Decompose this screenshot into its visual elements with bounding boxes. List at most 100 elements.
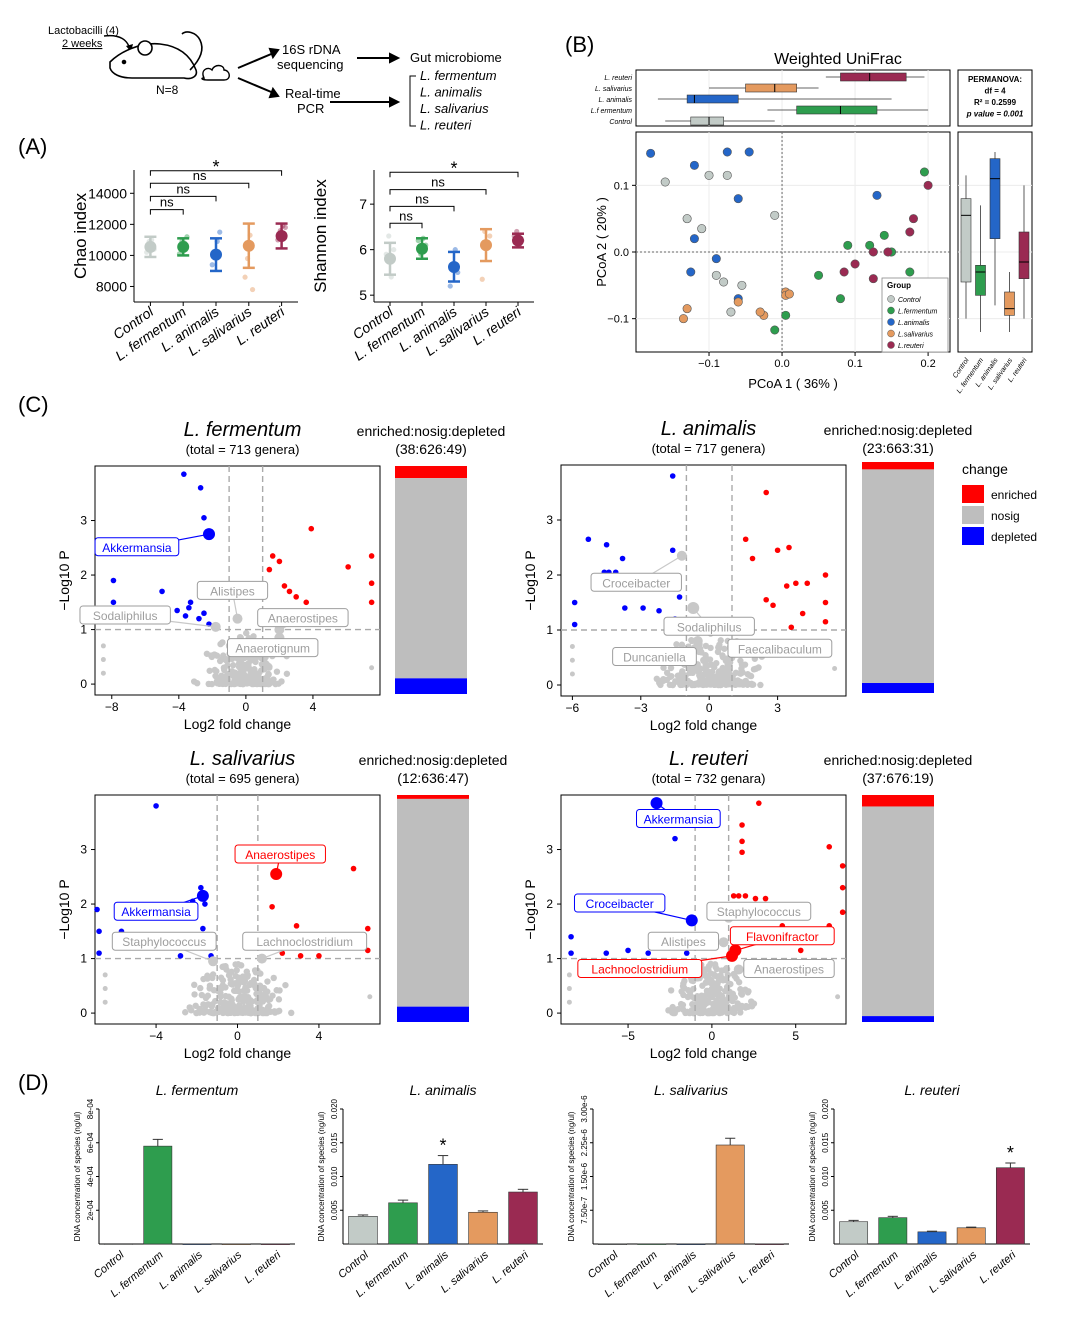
- depleted-point: [174, 607, 180, 614]
- x-axis-label: Log2 fold change: [184, 716, 292, 732]
- y-axis-label: −Log10 P: [522, 879, 538, 939]
- pcoa-point-l-animalis: [872, 190, 882, 200]
- schema-species-l-fermentum: L. fermentum: [420, 68, 497, 83]
- x-tick-label-control: Control: [92, 1249, 127, 1281]
- nosig-point: [214, 680, 221, 687]
- nosig-point: [246, 665, 253, 672]
- y-tick-label: 3.00e-6: [580, 1095, 589, 1123]
- mean-point: [275, 230, 288, 242]
- volcano-l-salivarius: L. salivarius(total = 695 genera) Anaeros…: [56, 748, 507, 1061]
- significance-label: ns: [193, 168, 207, 183]
- x-tick-label: 0.0: [774, 358, 789, 370]
- nosig-point: [566, 999, 572, 1005]
- y-tick-label: 2: [80, 568, 87, 582]
- pcoa-point-l-fermentum: [814, 270, 824, 280]
- nosig-point: [265, 680, 273, 688]
- nosig-point: [719, 652, 726, 659]
- y-tick-label: 10000: [88, 247, 127, 263]
- enriched-point: [826, 843, 833, 850]
- enriched-point: [297, 953, 304, 959]
- enriched-point: [799, 610, 806, 617]
- x-tick-label: −4: [172, 700, 186, 714]
- x-axis-label: PCoA 1 ( 36% ): [748, 376, 838, 391]
- y-tick-label: 3: [80, 514, 87, 528]
- significance-label: ns: [176, 181, 190, 196]
- highlight-point: [726, 949, 738, 962]
- volcano-l-animalis: L. animalis(total = 717 genera) Croceibac…: [522, 418, 972, 733]
- nosig-point: [712, 972, 720, 980]
- nosig-point: [222, 680, 229, 688]
- label-box: [706, 901, 812, 921]
- nosig-point: [240, 664, 247, 671]
- y-axis-label: DNA concentration of species (ng/ul): [73, 1111, 82, 1241]
- x-tick-label-l-reuteri: L. reuteri: [490, 1249, 531, 1286]
- summary-counts: (23:663:31): [862, 440, 934, 456]
- enriched-point: [308, 525, 315, 532]
- nosig-point: [232, 679, 240, 686]
- enriched-point: [763, 596, 769, 603]
- y-tick-label: 0: [80, 677, 87, 691]
- enriched-point: [286, 588, 293, 595]
- x-tick-label: 0: [243, 700, 250, 714]
- nosig-point: [682, 1009, 689, 1017]
- enriched-point: [739, 849, 745, 856]
- schema-arrows: [237, 47, 401, 108]
- x-tick-label: −8: [105, 700, 119, 714]
- genus-label-akkermansia: Akkermansia: [102, 541, 172, 555]
- data-point: [447, 283, 453, 289]
- nosig-point: [699, 982, 706, 989]
- bar-l-reuteri: [508, 1191, 538, 1245]
- depleted-point: [186, 604, 192, 611]
- nosig-point: [222, 992, 229, 1000]
- y-tick-label: 2: [546, 897, 553, 911]
- nosig-point: [203, 650, 211, 657]
- schema-duration: 2 weeks: [62, 38, 103, 50]
- x-tick-label-l-reuteri: L. reuteri: [736, 1249, 777, 1286]
- depleted-point: [159, 588, 165, 595]
- y-tick-label: −0.1: [607, 314, 629, 326]
- nosig-point: [266, 664, 273, 671]
- nosig-point: [245, 1009, 252, 1016]
- nosig-point: [271, 1009, 279, 1016]
- nosig-point: [241, 1004, 248, 1011]
- nosig-point: [270, 974, 277, 982]
- highlight-point: [203, 528, 215, 541]
- enriched-point: [276, 558, 283, 565]
- summary-title: enriched:nosig:depleted: [824, 752, 973, 768]
- box: [1018, 231, 1030, 279]
- y-tick-label: 8e-04: [86, 1098, 95, 1119]
- legend-swatch: [887, 329, 895, 338]
- nosig-point: [259, 998, 267, 1005]
- depleted-point: [669, 547, 676, 554]
- pcoa-point-control: [737, 280, 747, 290]
- box: [989, 158, 1001, 239]
- panel-label-c: (C): [18, 392, 49, 417]
- nosig-point: [724, 971, 732, 979]
- nosig-point: [832, 666, 838, 671]
- genus-label-croceibacter: Croceibacter: [586, 897, 654, 911]
- summary-nosig-segment: [862, 806, 934, 1017]
- nosig-point: [250, 633, 257, 640]
- data-point: [391, 247, 397, 253]
- y-axis-label: −Log10 P: [56, 879, 72, 939]
- legend-label-l-animalis: L.animalis: [898, 320, 930, 327]
- nosig-point: [676, 676, 683, 683]
- nosig-point: [703, 679, 711, 686]
- significance-label: ns: [431, 175, 445, 190]
- pcoa-point-l-salivarius: [733, 297, 743, 307]
- summary-title: enriched:nosig:depleted: [357, 423, 506, 439]
- bar-l-salivarius: [956, 1227, 986, 1245]
- pcoa-point-l-reuteri: [850, 259, 860, 269]
- summary-title: enriched:nosig:depleted: [824, 422, 973, 438]
- pcoa-point-l-animalis: [744, 147, 754, 157]
- y-tick-label: 1: [80, 623, 87, 637]
- genus-label-anaerostipes: Anaerostipes: [754, 962, 824, 976]
- x-axis-label: Log2 fold change: [184, 1045, 292, 1061]
- depleted-point: [196, 615, 202, 622]
- nosig-point: [729, 992, 736, 999]
- enriched-point: [269, 553, 276, 559]
- label-box: [612, 647, 697, 666]
- nosig-point: [260, 991, 267, 999]
- top-box-label-l-f-ermentum: L.f ermentum: [591, 108, 632, 115]
- nosig-point: [730, 676, 737, 683]
